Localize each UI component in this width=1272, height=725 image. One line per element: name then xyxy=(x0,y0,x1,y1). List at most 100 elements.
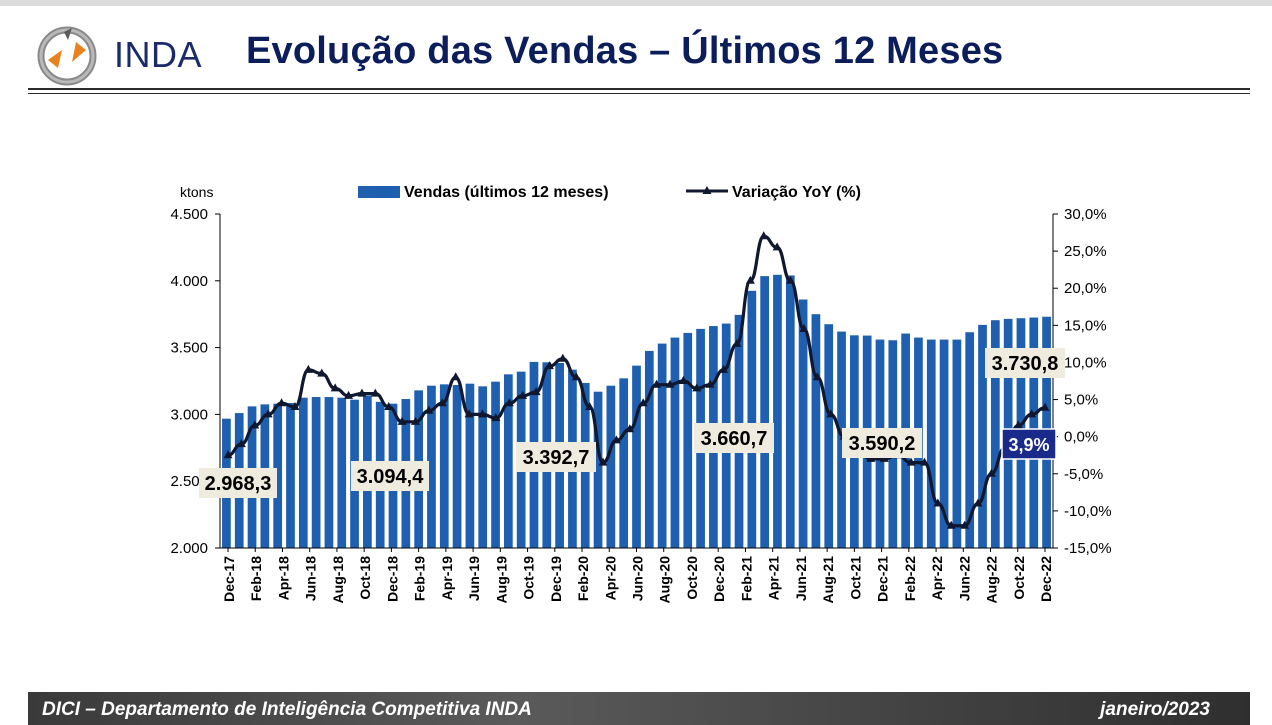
legend: Vendas (últimos 12 meses) Variação YoY (%… xyxy=(358,184,861,201)
yoy-point-32 xyxy=(652,379,662,388)
x-tick-label: Aug-18 xyxy=(330,556,346,604)
bar-59 xyxy=(978,324,987,548)
yoy-point-39 xyxy=(745,275,755,284)
annotation-label-5: 3.730,8 xyxy=(992,353,1059,375)
x-tick-label: Jun-22 xyxy=(956,556,972,601)
page-title: Evolução das Vendas – Últimos 12 Meses xyxy=(246,30,1004,72)
x-tick-label: Apr-18 xyxy=(275,556,291,601)
x-tick-label: Oct-18 xyxy=(357,556,373,600)
annotation-box-2 xyxy=(516,442,596,472)
bar-21 xyxy=(491,381,500,548)
yoy-point-33 xyxy=(665,379,675,388)
y-tick-label-left: 2.000 xyxy=(170,540,208,557)
yoy-point-44 xyxy=(812,372,822,381)
bar-20 xyxy=(478,386,488,548)
yoy-point-21 xyxy=(504,398,514,407)
annotation-box-4 xyxy=(842,428,922,458)
legend-line-marker xyxy=(702,186,712,194)
y-tick-label-right: -15,0% xyxy=(1064,540,1112,557)
footer-bar: DICI – Departamento de Inteligência Comp… xyxy=(28,692,1250,725)
bar-4 xyxy=(273,403,283,548)
bar-19 xyxy=(465,383,475,548)
yoy-point-15 xyxy=(424,405,434,414)
yoy-point-42 xyxy=(786,275,796,284)
yoy-point-34 xyxy=(678,376,688,384)
yoy-point-29 xyxy=(611,435,621,444)
yoy-point-36 xyxy=(705,379,715,388)
bar-46 xyxy=(811,314,821,548)
yoy-point-52 xyxy=(919,457,929,466)
x-tick-label: Dec-18 xyxy=(384,556,400,602)
yoy-point-37 xyxy=(719,364,729,373)
yoy-point-22 xyxy=(518,390,528,399)
x-tick-label: Aug-22 xyxy=(984,556,1000,604)
top-border xyxy=(0,0,1272,6)
yoy-point-17 xyxy=(451,372,461,381)
title-rule xyxy=(28,88,1250,90)
bar-6 xyxy=(298,397,308,548)
yoy-point-51 xyxy=(906,457,916,466)
x-tick-label: Feb-20 xyxy=(575,556,591,601)
yoy-point-3 xyxy=(263,409,273,418)
bar-58 xyxy=(965,332,975,548)
bar-31 xyxy=(619,378,629,548)
yoy-point-59 xyxy=(1013,420,1023,429)
yoy-point-55 xyxy=(960,520,970,529)
bar-36 xyxy=(683,332,693,548)
yoy-point-0 xyxy=(223,450,233,459)
bar-57 xyxy=(952,339,962,548)
annotation-label-0: 2.968,3 xyxy=(205,473,272,495)
annotation-label-4: 3.590,2 xyxy=(849,433,916,455)
x-tick-label: Jun-21 xyxy=(793,556,809,601)
bar-44 xyxy=(785,275,795,548)
annotation-label-2: 3.392,7 xyxy=(523,447,590,469)
annotation-label-3: 3.660,7 xyxy=(701,428,768,450)
yoy-point-11 xyxy=(370,388,380,397)
y-tick-label-right: 10,0% xyxy=(1064,354,1107,371)
yoy-point-25 xyxy=(558,353,568,362)
yoy-point-14 xyxy=(411,416,421,425)
legend-bar-label: Vendas (últimos 12 meses) xyxy=(404,184,609,201)
bar-17 xyxy=(439,384,449,548)
x-tick-label: Oct-21 xyxy=(847,556,863,600)
bar-9 xyxy=(337,397,347,548)
yoy-point-53 xyxy=(933,498,943,507)
x-tick-label: Apr-19 xyxy=(439,556,455,601)
x-tick-label: Feb-19 xyxy=(412,556,428,601)
yoy-point-60 xyxy=(1027,409,1037,418)
bar-22 xyxy=(503,374,513,548)
annotation-box-3 xyxy=(694,423,774,453)
bar-32 xyxy=(632,365,641,548)
yoy-point-5 xyxy=(290,401,300,410)
y-tick-label-right: 25,0% xyxy=(1064,243,1107,260)
y-tick-label-left: 4.000 xyxy=(170,273,208,290)
x-tick-label: Dec-17 xyxy=(221,556,237,602)
x-tick-label: Oct-20 xyxy=(684,556,700,600)
x-tick-label: Dec-20 xyxy=(711,556,727,602)
bar-29 xyxy=(593,391,603,548)
bar-45 xyxy=(798,299,808,548)
yoy-point-23 xyxy=(531,387,541,396)
annotation-label-6: 3,9% xyxy=(1008,435,1049,455)
x-tick-label: Oct-22 xyxy=(1011,556,1027,600)
yoy-point-61 xyxy=(1040,402,1050,411)
y-tick-label-right: 15,0% xyxy=(1064,317,1107,334)
bar-5 xyxy=(286,403,295,548)
y-tick-label-left: 3.000 xyxy=(170,406,208,423)
footer-date: janeiro/2023 xyxy=(1100,699,1210,720)
bar-47 xyxy=(824,324,834,548)
yoy-point-19 xyxy=(477,409,487,418)
x-tick-label: Apr-20 xyxy=(602,556,618,601)
yoy-point-57 xyxy=(986,468,996,477)
bar-60 xyxy=(990,320,1000,548)
x-tick-label: Feb-22 xyxy=(902,556,918,601)
yoy-point-45 xyxy=(826,409,836,418)
x-tick-label: Aug-21 xyxy=(820,556,836,604)
yoy-point-10 xyxy=(357,388,367,397)
yoy-point-2 xyxy=(250,420,260,429)
bar-7 xyxy=(311,397,321,548)
yoy-point-35 xyxy=(692,383,702,392)
yoy-point-6 xyxy=(303,364,313,373)
yoy-point-13 xyxy=(397,416,407,425)
yoy-point-26 xyxy=(571,372,581,381)
